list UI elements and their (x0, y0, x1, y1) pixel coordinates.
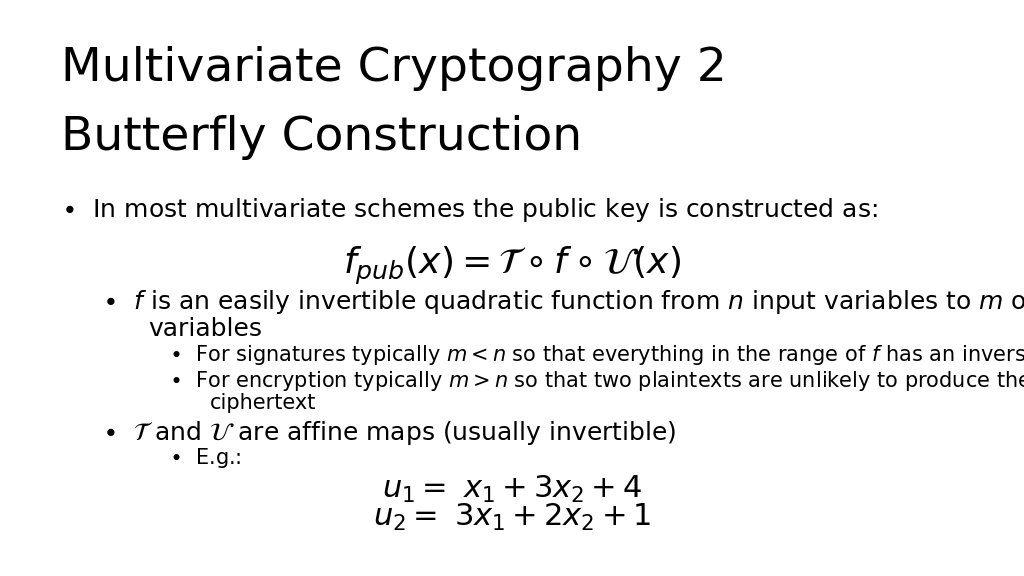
Text: $\bullet$  For signatures typically $m < n$ so that everything in the range of $: $\bullet$ For signatures typically $m < … (169, 343, 1024, 367)
Text: $f_{pub}(x) = \mathcal{T} \circ f \circ \mathcal{U}(x)$: $f_{pub}(x) = \mathcal{T} \circ f \circ … (343, 245, 681, 287)
Text: ciphertext: ciphertext (210, 393, 316, 413)
Text: $\bullet$  $\mathcal{T}$ and $\mathcal{U}$ are affine maps (usually invertible): $\bullet$ $\mathcal{T}$ and $\mathcal{U}… (102, 419, 677, 448)
Text: $\bullet$  In most multivariate schemes the public key is constructed as:: $\bullet$ In most multivariate schemes t… (61, 196, 878, 224)
Text: variables: variables (148, 317, 262, 341)
Text: $\bullet$  For encryption typically $m > n$ so that two plaintexts are unlikely : $\bullet$ For encryption typically $m > … (169, 369, 1024, 393)
Text: $u_2 = \ 3x_1 + 2x_2 + 1$: $u_2 = \ 3x_1 + 2x_2 + 1$ (373, 502, 651, 533)
Text: $\bullet$  $f$ is an easily invertible quadratic function from $n$ input variabl: $\bullet$ $f$ is an easily invertible qu… (102, 288, 1024, 316)
Text: $\bullet$  E.g.:: $\bullet$ E.g.: (169, 446, 241, 471)
Text: Multivariate Cryptography 2: Multivariate Cryptography 2 (61, 46, 727, 91)
Text: Butterfly Construction: Butterfly Construction (61, 115, 583, 160)
Text: $u_1 = \ x_1 + 3x_2 + 4$: $u_1 = \ x_1 + 3x_2 + 4$ (382, 473, 642, 505)
